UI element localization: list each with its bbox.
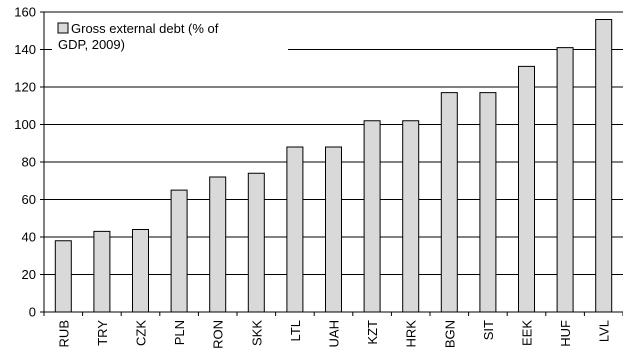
y-tick-label: 0 [29, 305, 36, 320]
bar-skk [247, 172, 265, 313]
legend-background [52, 18, 288, 56]
x-tick-label-try: TRY [95, 320, 110, 346]
bar-ltl [286, 146, 304, 313]
x-tick-label-uah: UAH [327, 320, 342, 347]
x-tick-label-czk: CZK [134, 320, 149, 346]
x-tick-label-huf: HUF [558, 320, 573, 347]
y-tick-labels: 0 20 40 60 80 100 120 140 160 [14, 5, 36, 320]
y-tick-label: 20 [22, 267, 36, 282]
x-tick-label-bgn: BGN [442, 320, 457, 348]
y-tick-label: 60 [22, 192, 36, 207]
x-tick-label-pln: PLN [172, 320, 187, 345]
bar-hrk [402, 120, 420, 313]
x-tick-label-rub: RUB [56, 320, 71, 347]
bar-lvl [595, 19, 613, 313]
bars [54, 19, 613, 313]
x-tick-label-ron: RON [211, 320, 226, 349]
bar-huf [556, 47, 574, 313]
bar-try [93, 230, 111, 313]
x-tick-label-hrk: HRK [404, 320, 419, 348]
legend-label-line1: Gross external debt (% of [71, 21, 219, 36]
legend-label-line2: GDP, 2009) [58, 37, 125, 52]
y-tick-label: 80 [22, 155, 36, 170]
bar-kzt [363, 120, 381, 313]
bar-rub [54, 240, 72, 313]
y-tick-label: 160 [14, 5, 36, 20]
x-tick-label-skk: SKK [249, 320, 264, 346]
legend-swatch [57, 22, 69, 34]
y-tick-label: 40 [22, 230, 36, 245]
x-tick-labels: RUB TRY CZK PLN RON SKK LTL UAH KZT HRK BGN SIT EEK H… [56, 320, 611, 349]
bar-czk [132, 229, 149, 313]
y-tick-label: 120 [14, 80, 36, 95]
axes [43, 12, 623, 316]
x-tick-label-sit: SIT [481, 320, 496, 340]
x-tick-label-ltl: LTL [288, 320, 303, 341]
bar-eek [518, 65, 535, 313]
bar-bgn [440, 92, 458, 313]
x-tick-label-lvl: LVL [597, 320, 612, 342]
bar-ron [209, 176, 227, 313]
x-tick-label-kzt: KZT [365, 320, 380, 345]
y-tick-label: 140 [14, 42, 36, 57]
bar-sit [479, 92, 497, 313]
legend: Gross external debt (% of GDP, 2009) [52, 18, 288, 56]
y-tick-label: 100 [14, 117, 36, 132]
x-tick-label-eek: EEK [520, 320, 535, 346]
bar-pln [170, 189, 188, 313]
bar-uah [325, 146, 342, 313]
